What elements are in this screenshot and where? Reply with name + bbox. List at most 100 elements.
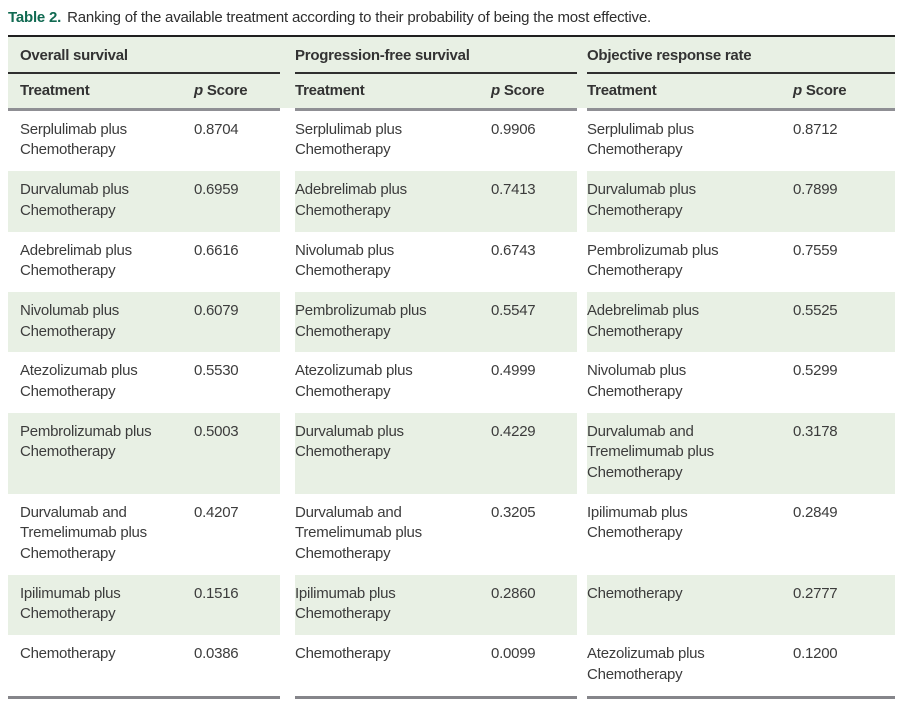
p-score-cell: 0.6079	[184, 291, 280, 353]
p-score-cell: 0.7413	[481, 171, 578, 232]
column-gap	[280, 231, 295, 292]
column-gap	[577, 574, 588, 636]
p-score-cell: 0.9906	[481, 110, 578, 172]
column-gap	[577, 493, 588, 575]
p-score-cell: 0.6743	[481, 231, 578, 292]
p-score-cell: 0.5003	[184, 412, 280, 494]
treatment-cell: Atezolizumab plus Chemotherapy	[8, 352, 184, 413]
p-score-cell: 0.8704	[184, 110, 280, 172]
treatment-cell: Chemotherapy	[587, 574, 784, 636]
column-gap	[577, 352, 588, 413]
column-gap	[280, 171, 295, 232]
table-row: Atezolizumab plus Chemotherapy 0.5530 Atez…	[8, 352, 896, 413]
col-header-p-score: p Score	[481, 73, 578, 111]
treatment-cell: Ipilimumab plus Chemotherapy	[295, 574, 481, 636]
column-gap	[280, 574, 295, 636]
p-score-cell: 0.8712	[783, 110, 896, 172]
col-header-treatment: Treatment	[295, 73, 481, 111]
column-gap	[280, 291, 295, 353]
treatment-cell: Nivolumab plus Chemotherapy	[587, 352, 784, 413]
treatment-cell: Pembrolizumab plus Chemotherapy	[295, 291, 481, 353]
column-gap	[280, 493, 295, 575]
treatment-cell: Serplulimab plus Chemotherapy	[295, 110, 481, 172]
p-score-cell: 0.3178	[783, 412, 896, 494]
treatment-cell: Durvalumab plus Chemotherapy	[587, 171, 784, 232]
column-gap	[280, 110, 295, 172]
table-caption-text: Ranking of the available treatment accor…	[67, 9, 651, 26]
col-header-p-score: p Score	[783, 73, 896, 111]
ranking-table: Overall survival Progression-free surviv…	[8, 34, 896, 699]
group-header-overall-survival: Overall survival	[8, 34, 280, 74]
p-score-cell: 0.4999	[481, 352, 578, 413]
treatment-cell: Durvalumab plus Chemotherapy	[8, 171, 184, 232]
p-score-cell: 0.4207	[184, 493, 280, 575]
treatment-cell: Durvalumab and Tremelimumab plus Chemoth…	[587, 412, 784, 494]
treatment-cell: Durvalumab and Tremelimumab plus Chemoth…	[295, 493, 481, 575]
table-body: Serplulimab plus Chemotherapy 0.8704 Serpl…	[8, 110, 896, 699]
treatment-cell: Atezolizumab plus Chemotherapy	[295, 352, 481, 413]
table-row: Serplulimab plus Chemotherapy 0.8704 Serpl…	[8, 110, 896, 172]
p-score-cell: 0.6616	[184, 231, 280, 292]
col-header-treatment: Treatment	[587, 73, 784, 111]
treatment-cell: Durvalumab and Tremelimumab plus Chemoth…	[8, 493, 184, 575]
p-score-cell: 0.5547	[481, 291, 578, 353]
p-score-cell: 0.4229	[481, 412, 578, 494]
treatment-cell: Ipilimumab plus Chemotherapy	[587, 493, 784, 575]
p-score-cell: 0.7559	[783, 231, 896, 292]
treatment-cell: Atezolizumab plus Chemotherapy	[587, 635, 784, 699]
column-gap	[577, 34, 588, 74]
column-gap	[577, 231, 588, 292]
table-row: Nivolumab plus Chemotherapy 0.6079 Pembrol…	[8, 291, 896, 353]
p-score-cell: 0.2777	[783, 574, 896, 636]
col-header-p-score: p Score	[184, 73, 280, 111]
column-gap	[577, 73, 588, 111]
treatment-cell: Nivolumab plus Chemotherapy	[8, 291, 184, 353]
treatment-cell: Serplulimab plus Chemotherapy	[8, 110, 184, 172]
p-score-cell: 0.2860	[481, 574, 578, 636]
table-row: Chemotherapy 0.0386 Chemotherapy 0.0099 Atez…	[8, 635, 896, 699]
table-number-label: Table 2.	[8, 9, 62, 26]
p-score-cell: 0.1200	[783, 635, 896, 699]
column-header-row: Treatment p Score Treatment p Score Trea…	[8, 73, 896, 111]
p-score-cell: 0.7899	[783, 171, 896, 232]
table-row: Ipilimumab plus Chemotherapy 0.1516 Ipilim…	[8, 574, 896, 636]
table-row: Durvalumab and Tremelimumab plus Chemoth…	[8, 493, 896, 575]
p-score-cell: 0.1516	[184, 574, 280, 636]
p-score-cell: 0.3205	[481, 493, 578, 575]
column-gap	[577, 635, 588, 699]
p-score-cell: 0.0386	[184, 635, 280, 699]
p-score-cell: 0.5299	[783, 352, 896, 413]
treatment-cell: Adebrelimab plus Chemotherapy	[587, 291, 784, 353]
table-header: Overall survival Progression-free surviv…	[8, 34, 896, 111]
p-score-cell: 0.6959	[184, 171, 280, 232]
column-gap	[280, 73, 295, 111]
group-header-row: Overall survival Progression-free surviv…	[8, 34, 896, 74]
group-header-objective-response-rate: Objective response rate	[587, 34, 896, 74]
column-gap	[280, 635, 295, 699]
table-row: Adebrelimab plus Chemotherapy 0.6616 Nivol…	[8, 231, 896, 292]
treatment-cell: Chemotherapy	[8, 635, 184, 699]
column-gap	[280, 412, 295, 494]
table-row: Durvalumab plus Chemotherapy 0.6959 Adebre…	[8, 171, 896, 232]
table-caption: Table 2. Ranking of the available treatme…	[8, 9, 893, 28]
treatment-cell: Chemotherapy	[295, 635, 481, 699]
treatment-cell: Pembrolizumab plus Chemotherapy	[587, 231, 784, 292]
p-score-cell: 0.0099	[481, 635, 578, 699]
treatment-cell: Serplulimab plus Chemotherapy	[587, 110, 784, 172]
column-gap	[577, 110, 588, 172]
column-gap	[280, 34, 295, 74]
treatment-cell: Adebrelimab plus Chemotherapy	[8, 231, 184, 292]
p-score-cell: 0.5530	[184, 352, 280, 413]
treatment-cell: Nivolumab plus Chemotherapy	[295, 231, 481, 292]
col-header-treatment: Treatment	[8, 73, 184, 111]
treatment-cell: Adebrelimab plus Chemotherapy	[295, 171, 481, 232]
column-gap	[280, 352, 295, 413]
group-header-progression-free-survival: Progression-free survival	[295, 34, 578, 74]
treatment-cell: Ipilimumab plus Chemotherapy	[8, 574, 184, 636]
column-gap	[577, 171, 588, 232]
treatment-cell: Durvalumab plus Chemotherapy	[295, 412, 481, 494]
treatment-cell: Pembrolizumab plus Chemotherapy	[8, 412, 184, 494]
table-row: Pembrolizumab plus Chemotherapy 0.5003 Dur…	[8, 412, 896, 494]
column-gap	[577, 412, 588, 494]
